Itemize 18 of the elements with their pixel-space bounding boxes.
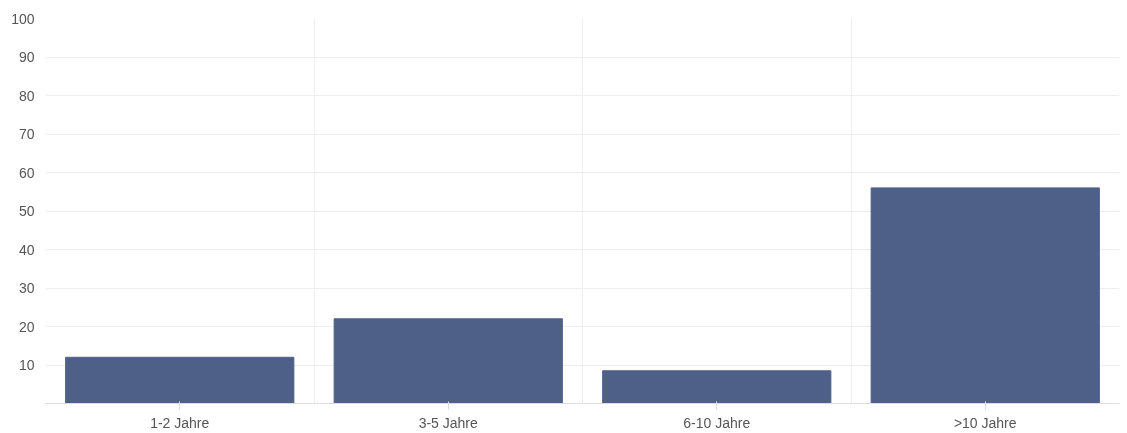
bar [602, 370, 832, 404]
bar [333, 318, 563, 404]
y-tick-label: 70 [18, 126, 35, 142]
x-tick-label: 1-2 Jahre [150, 414, 210, 431]
x-tick-label: 6-10 Jahre [683, 414, 751, 431]
bar [870, 187, 1100, 404]
y-tick-label: 90 [18, 49, 35, 65]
y-tick-label: 40 [18, 241, 35, 258]
y-tick-label: 60 [18, 164, 35, 181]
y-tick-label: 20 [18, 318, 35, 335]
y-tick-label: 10 [18, 357, 35, 373]
y-tick-label: 100 [11, 10, 35, 27]
x-tick-label: 3-5 Jahre [418, 414, 479, 431]
y-tick-label: 30 [18, 280, 35, 296]
y-tick-label: 50 [18, 203, 35, 219]
bar [65, 356, 295, 404]
y-tick-label: 80 [18, 87, 35, 104]
x-tick-label: >10 Jahre [953, 414, 1017, 431]
